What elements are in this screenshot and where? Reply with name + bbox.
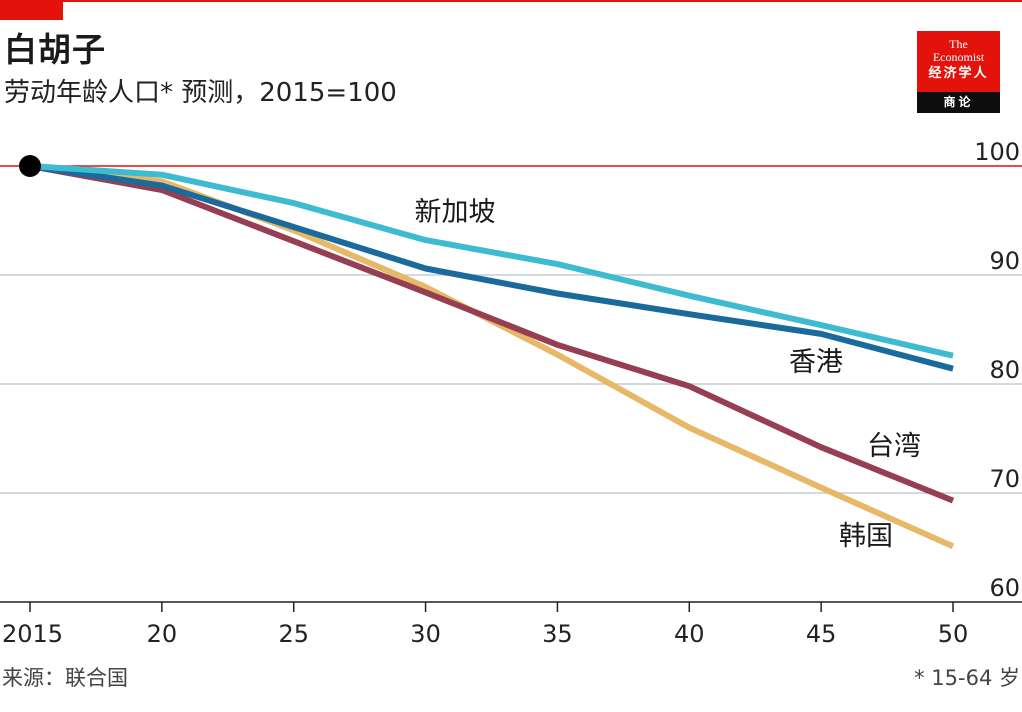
series-label-hongkong: 香港 (789, 347, 843, 378)
series-line-singapore (29, 163, 954, 359)
top-accent-tag (0, 0, 63, 20)
x-tick-label-2045: 45 (806, 620, 837, 648)
logo-name-text: Economist (932, 50, 985, 64)
top-accent-rule (0, 0, 1022, 2)
x-tick-label-2040: 40 (674, 620, 705, 648)
x-tick-label-2025: 25 (278, 620, 309, 648)
series-line-taiwan (29, 163, 955, 504)
x-tick-label-2050: 50 (938, 620, 969, 648)
chart-subtitle: 劳动年龄人口* 预测，2015=100 (4, 78, 397, 108)
logo-the-text: The (949, 37, 968, 51)
economist-logo-mark: The Economist 经济学人 (917, 31, 1000, 92)
series-label-singapore: 新加坡 (415, 197, 496, 228)
y-tick-label-80: 80 (989, 356, 1020, 384)
logo-cn-text: 经济学人 (928, 66, 989, 81)
x-tick-label-2020: 20 (147, 620, 178, 648)
series-label-taiwan: 台湾 (867, 431, 921, 462)
series-label-korea: 韩国 (839, 521, 893, 552)
y-tick-label-60: 60 (989, 574, 1020, 602)
economist-logo: The Economist 经济学人 商论 (917, 31, 1000, 113)
x-tick-label-2035: 35 (542, 620, 573, 648)
x-tick-label-2015: 2015 (2, 620, 63, 648)
chart-title: 白胡子 (4, 30, 106, 69)
footnote: * 15-64 岁 (914, 666, 1020, 690)
x-tick-label-2030: 30 (410, 620, 441, 648)
start-point-marker (19, 155, 41, 177)
source-note: 来源：联合国 (2, 666, 128, 690)
y-tick-label-100: 100 (974, 138, 1020, 166)
y-tick-label-90: 90 (989, 247, 1020, 275)
y-tick-label-70: 70 (989, 465, 1020, 493)
series-line-hongkong (29, 163, 954, 372)
logo-section-text: 商论 (917, 92, 1000, 113)
